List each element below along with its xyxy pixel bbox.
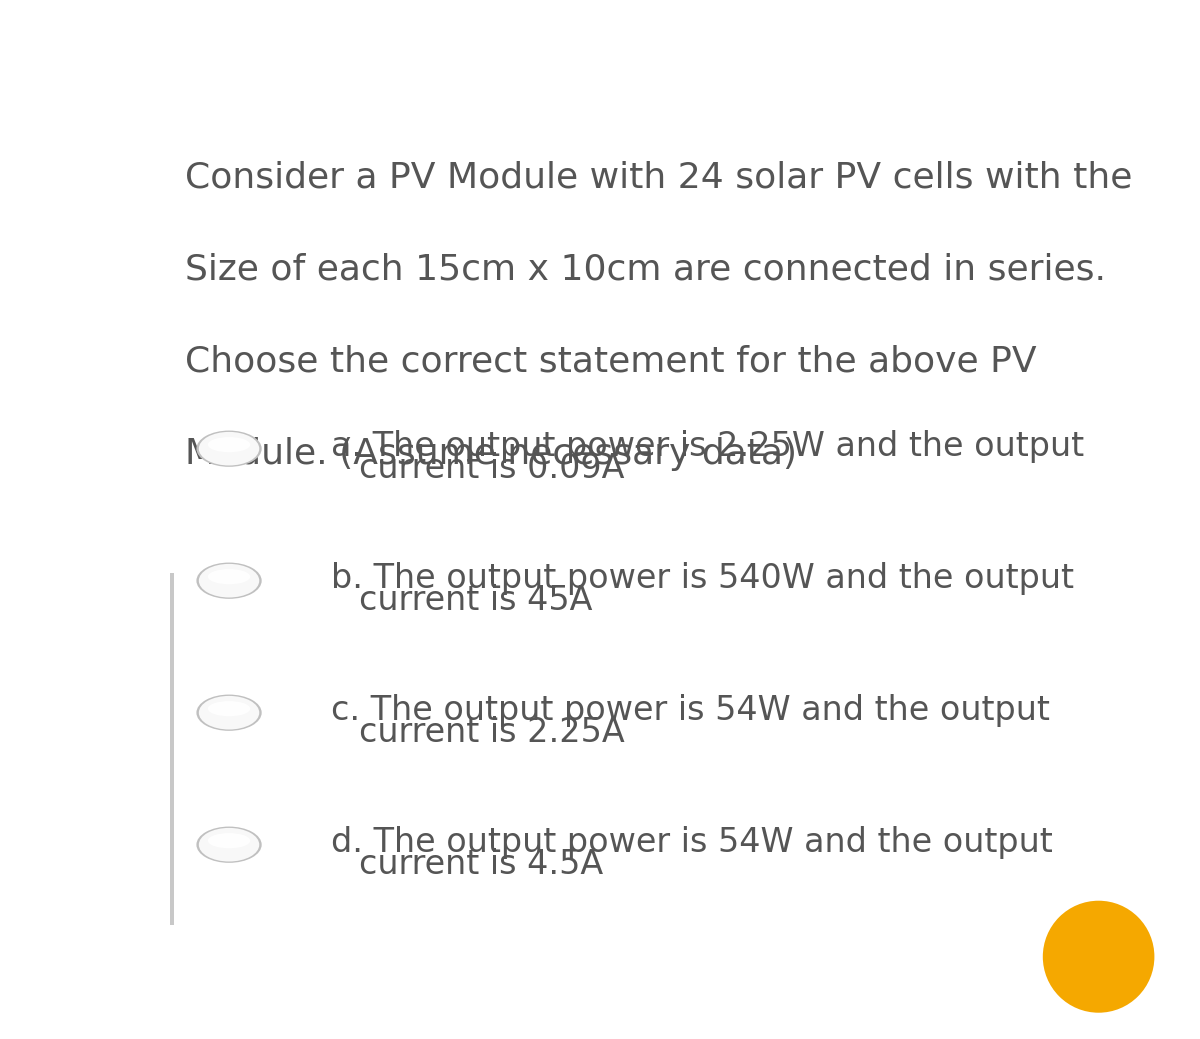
Ellipse shape xyxy=(199,828,259,861)
Ellipse shape xyxy=(199,432,259,465)
Ellipse shape xyxy=(208,569,251,584)
Text: current is 4.5A: current is 4.5A xyxy=(359,848,604,881)
Text: current is 45A: current is 45A xyxy=(359,584,593,617)
Ellipse shape xyxy=(199,564,259,597)
Text: current is 2.25A: current is 2.25A xyxy=(359,716,625,749)
Text: current is 0.09A: current is 0.09A xyxy=(359,452,625,485)
Ellipse shape xyxy=(197,694,262,730)
Ellipse shape xyxy=(208,833,251,848)
Ellipse shape xyxy=(208,701,251,716)
Ellipse shape xyxy=(1043,901,1154,1013)
Text: Size of each 15cm x 10cm are connected in series.: Size of each 15cm x 10cm are connected i… xyxy=(185,252,1106,287)
Text: c. The output power is 54W and the output: c. The output power is 54W and the outpu… xyxy=(331,694,1050,727)
Ellipse shape xyxy=(197,562,262,598)
Text: Module. (Assume necessary data): Module. (Assume necessary data) xyxy=(185,436,797,471)
Text: Consider a PV Module with 24 solar PV cells with the: Consider a PV Module with 24 solar PV ce… xyxy=(185,161,1133,194)
Text: a. The output power is 2.25W and the output: a. The output power is 2.25W and the out… xyxy=(331,430,1085,463)
Bar xyxy=(170,572,174,925)
Text: Choose the correct statement for the above PV: Choose the correct statement for the abo… xyxy=(185,345,1037,378)
Ellipse shape xyxy=(208,437,251,452)
Text: b. The output power is 540W and the output: b. The output power is 540W and the outp… xyxy=(331,562,1074,595)
Ellipse shape xyxy=(197,430,262,467)
Ellipse shape xyxy=(199,696,259,729)
Text: d. The output power is 54W and the output: d. The output power is 54W and the outpu… xyxy=(331,826,1054,859)
Ellipse shape xyxy=(197,827,262,862)
